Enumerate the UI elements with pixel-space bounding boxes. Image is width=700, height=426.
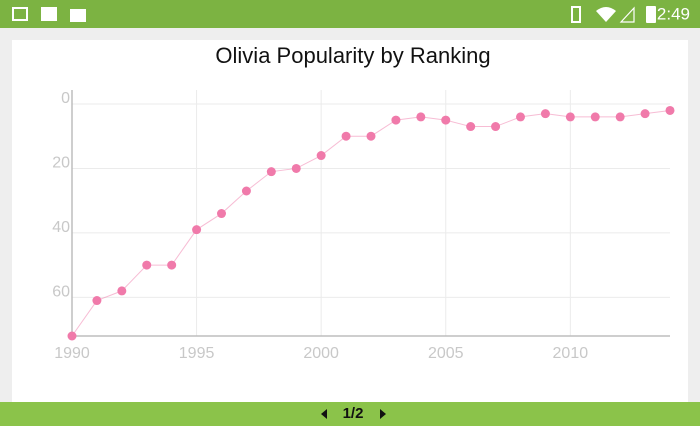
x-tick-label: 2010 <box>553 345 589 362</box>
page-indicator: 1/2 <box>343 405 364 422</box>
vibrate-icon <box>571 6 581 23</box>
plot: 0 20 40 60 1990 1995 2000 2005 2010 <box>52 90 675 362</box>
data-point <box>491 122 501 132</box>
data-point <box>590 112 600 122</box>
data-point <box>341 131 351 141</box>
signal-icon <box>619 6 635 23</box>
chart-title: Olivia Popularity by Ranking <box>215 43 490 68</box>
y-tick-label: 0 <box>61 90 70 107</box>
data-point <box>466 122 476 132</box>
status-icons <box>12 6 656 23</box>
data-point <box>167 260 177 270</box>
wifi-icon <box>596 7 616 22</box>
data-point <box>92 296 102 306</box>
data-point <box>565 112 575 122</box>
y-tick-label: 60 <box>52 284 70 301</box>
data-point <box>391 115 401 125</box>
y-tick-label: 40 <box>52 219 70 236</box>
mail-icon <box>41 7 57 21</box>
data-point <box>217 209 226 219</box>
next-button[interactable] <box>380 409 386 419</box>
prev-button[interactable] <box>321 409 327 419</box>
x-tick-label: 1995 <box>179 345 215 362</box>
data-point <box>192 225 202 235</box>
y-tick-label: 20 <box>52 155 70 172</box>
card <box>12 40 688 402</box>
status-bar <box>0 0 700 28</box>
data-point <box>241 186 251 196</box>
clock: 2:49 <box>657 4 690 23</box>
data-point <box>366 131 376 141</box>
gallery-icon <box>12 7 28 21</box>
data-point <box>441 115 451 125</box>
data-point <box>142 260 152 270</box>
data-point <box>67 331 77 341</box>
data-point <box>516 112 525 122</box>
data-point <box>540 109 550 119</box>
x-tick-label: 2000 <box>303 345 339 362</box>
data-point <box>316 151 326 161</box>
pager-bar <box>0 402 700 426</box>
data-point <box>640 109 650 119</box>
data-point <box>615 112 625 122</box>
data-point <box>416 112 426 122</box>
battery-icon <box>646 6 656 23</box>
data-point <box>266 167 276 177</box>
x-tick-label: 2005 <box>428 345 464 362</box>
task-icon <box>70 9 86 22</box>
data-point <box>665 105 675 115</box>
data-point <box>117 286 127 296</box>
x-tick-label: 1990 <box>54 345 90 362</box>
data-point <box>291 163 301 173</box>
